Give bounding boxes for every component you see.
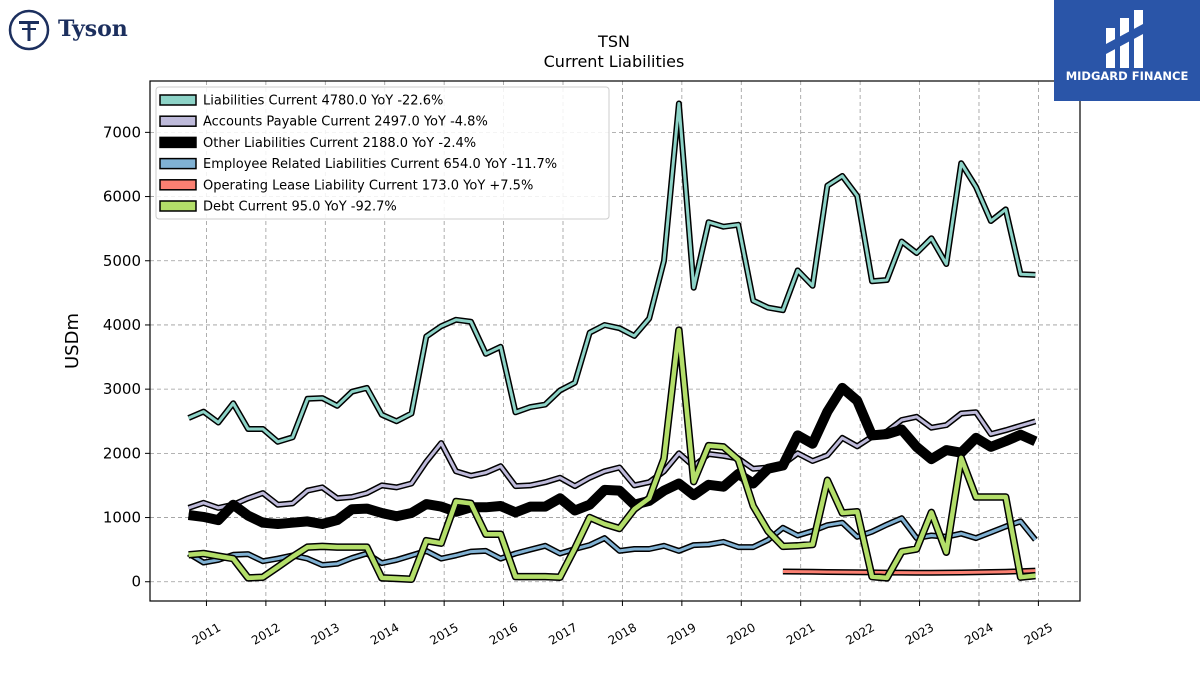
- legend-entry: Liabilities Current 4780.0 YoY -22.6%: [203, 94, 443, 109]
- x-tick-label: 2014: [368, 620, 401, 647]
- midgard-logo-text: MIDGARD FINANCE: [1065, 69, 1189, 83]
- legend-entry: Employee Related Liabilities Current 654…: [203, 157, 557, 172]
- series-lines: [187, 100, 1038, 583]
- x-tick-label: 2024: [962, 620, 995, 647]
- x-axis-ticks: 2011 2012 2013 2014 2015 2016 2017 2018 2019 2020…: [190, 601, 1055, 648]
- x-tick-label: 2015: [427, 620, 460, 647]
- series-debt-current: [188, 326, 1036, 583]
- midgard-logo: MIDGARD FINANCE: [1054, 0, 1200, 101]
- x-tick-label: 2012: [249, 620, 282, 647]
- x-tick-label: 2016: [487, 620, 520, 647]
- legend-entry: Other Liabilities Current 2188.0 YoY -2.…: [203, 136, 476, 151]
- y-tick-label: 0: [131, 573, 141, 591]
- series-line: [187, 516, 1037, 567]
- x-tick-label: 2020: [725, 620, 758, 647]
- series-line: [188, 102, 1036, 444]
- legend-entry: Operating Lease Liability Current 173.0 …: [203, 178, 533, 193]
- plot-frame: [149, 80, 1081, 602]
- series-line: [782, 569, 1036, 575]
- legend-swatch: [159, 200, 197, 212]
- legend-swatch: [159, 94, 197, 106]
- tyson-emblem-icon: [8, 9, 50, 51]
- legend-swatch: [159, 115, 197, 127]
- x-tick-label: 2022: [843, 620, 876, 647]
- series-liabilities-current: [187, 100, 1036, 445]
- legend-swatch: [159, 136, 197, 149]
- series-operating-lease-liability-current: [782, 567, 1036, 576]
- chart-title: TSN: [597, 32, 630, 51]
- x-tick-label: 2019: [665, 620, 698, 647]
- midgard-emblem-icon: [1106, 10, 1143, 68]
- tyson-logo: Tyson: [8, 8, 138, 54]
- x-tick-label: 2018: [606, 620, 639, 647]
- x-tick-label: 2017: [546, 620, 579, 647]
- y-tick-label: 6000: [103, 188, 141, 206]
- legend-entry: Debt Current 95.0 YoY -92.7%: [203, 200, 397, 215]
- x-tick-label: 2025: [1022, 620, 1055, 647]
- series-line: [188, 384, 1037, 528]
- y-axis-ticks: 0 1000 2000 3000 4000 5000 6000 7000: [103, 123, 150, 591]
- y-tick-label: 5000: [103, 252, 141, 270]
- x-tick-label: 2023: [903, 620, 936, 647]
- x-tick-label: 2013: [309, 620, 342, 647]
- tyson-logo-text: Tyson: [58, 16, 128, 42]
- y-tick-label: 7000: [103, 123, 141, 141]
- y-tick-label: 4000: [103, 316, 141, 334]
- y-tick-label: 2000: [103, 444, 141, 462]
- series-other-liabilities-current: [187, 382, 1038, 529]
- legend-swatch: [159, 157, 197, 170]
- series-outline: [187, 382, 1038, 529]
- series-line: [188, 410, 1036, 510]
- legend: Liabilities Current 4780.0 YoY -22.6% Acc…: [155, 86, 610, 220]
- legend-swatch: [159, 179, 197, 191]
- series-employee-related-liabilities-current: [187, 515, 1038, 568]
- x-tick-label: 2011: [190, 620, 223, 647]
- legend-entry: Accounts Payable Current 2497.0 YoY -4.8…: [203, 115, 488, 130]
- legend-box: [155, 86, 610, 220]
- series-line: [188, 327, 1036, 582]
- y-tick-label: 3000: [103, 380, 141, 398]
- x-tick-label: 2021: [784, 620, 817, 647]
- y-axis-label: USDm: [62, 313, 83, 369]
- chart-subtitle: Current Liabilities: [544, 52, 685, 71]
- series-accounts-payable-current: [187, 409, 1037, 511]
- y-tick-label: 1000: [103, 509, 141, 527]
